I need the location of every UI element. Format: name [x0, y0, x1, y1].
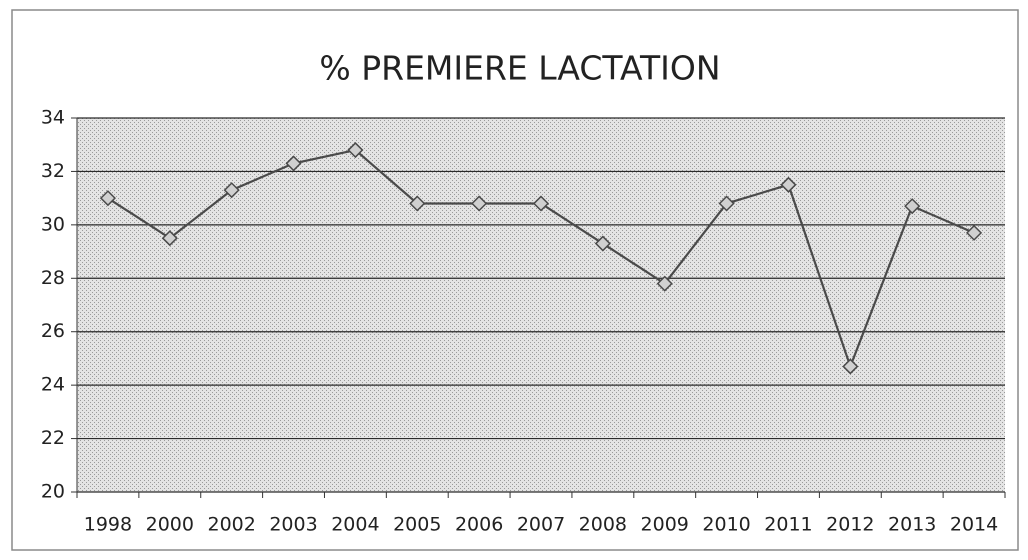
x-tick-label: 1998 [84, 514, 132, 536]
marker [223, 182, 240, 199]
x-tick-label: 2013 [888, 514, 936, 536]
chart-title: % PREMIERE LACTATION [319, 49, 720, 88]
x-tick-label: 2005 [393, 514, 441, 536]
y-tick-label: 22 [41, 427, 65, 449]
marker [842, 358, 859, 375]
x-tick-label: 2006 [455, 514, 503, 536]
x-tick-label: 2003 [269, 514, 317, 536]
marker [656, 275, 673, 292]
marker [966, 224, 983, 241]
y-tick-label: 32 [41, 160, 65, 182]
marker [347, 141, 364, 159]
marker [285, 155, 302, 172]
y-tick-label: 30 [41, 213, 65, 235]
x-tick-label: 2007 [517, 514, 565, 536]
x-tick-label: 2002 [207, 514, 255, 536]
marker [471, 195, 488, 212]
x-tick-label: 2008 [579, 514, 627, 536]
marker [161, 230, 178, 247]
x-tick-label: 2014 [950, 514, 998, 536]
y-tick-label: 34 [41, 107, 65, 129]
marker [904, 198, 921, 215]
x-tick-label: 2000 [146, 514, 194, 536]
plot-area [77, 118, 1005, 492]
marker [594, 235, 611, 252]
x-tick-label: 2010 [702, 514, 750, 536]
y-tick-label: 20 [41, 481, 65, 503]
y-tick-label: 24 [41, 374, 65, 396]
marker [780, 176, 797, 193]
marker [409, 195, 426, 212]
marker [718, 195, 735, 212]
x-tick-label: 2011 [764, 514, 812, 536]
marker [99, 190, 116, 207]
x-tick-label: 2009 [641, 514, 689, 536]
y-tick-label: 28 [41, 267, 65, 289]
x-tick-label: 2004 [331, 514, 379, 536]
x-tick-label: 2012 [826, 514, 874, 536]
marker [532, 195, 550, 212]
y-tick-label: 26 [41, 320, 65, 342]
